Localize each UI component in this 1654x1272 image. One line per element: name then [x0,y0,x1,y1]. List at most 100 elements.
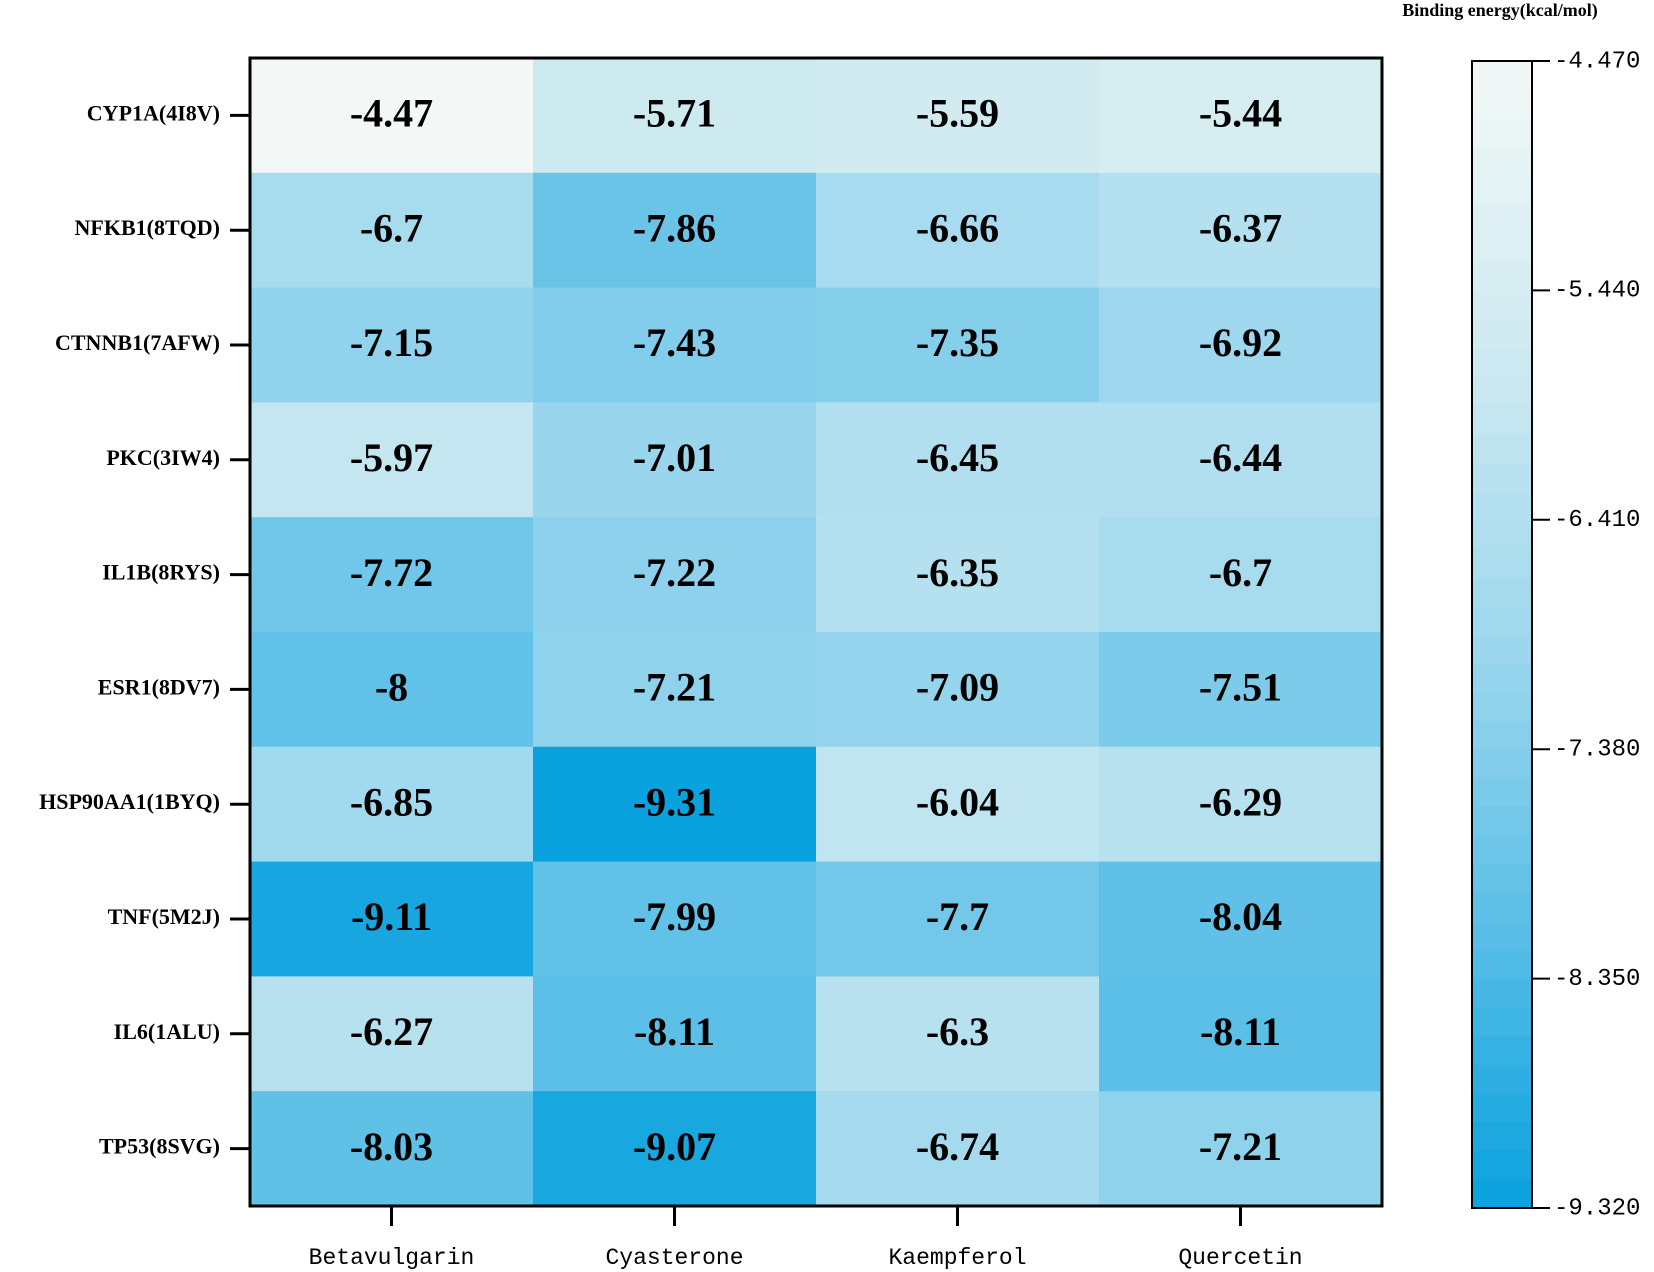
colorbar-step [1472,863,1532,894]
heatmap-cell [250,517,534,633]
colorbar-step [1472,1093,1532,1123]
colorbar-step [1472,577,1532,607]
heatmap-cell [533,402,817,518]
heatmap-cell [816,287,1100,403]
cell-value: -7.99 [633,894,716,939]
cell-value: -7.43 [633,320,716,365]
colorbar-tick-label: -8.350 [1554,966,1640,993]
heatmap-cell [816,172,1100,289]
cell-value: -8 [375,665,408,710]
colorbar-step [1472,233,1532,263]
colorbar-step [1472,663,1532,693]
row-label: CTNNB1(7AFW) [55,330,220,355]
row-label: CYP1A(4I8V) [87,100,220,125]
cell-value: -6.85 [350,779,433,824]
cell-value: -8.04 [1199,894,1282,939]
heatmap-cell [250,1091,534,1207]
colorbar-step [1472,978,1532,1008]
heatmap-cell [1099,517,1383,633]
heatmap-cell [250,172,534,289]
colorbar-step [1472,376,1532,406]
heatmap-cell [250,58,534,174]
colorbar-step [1472,147,1532,177]
cell-value: -6.44 [1199,435,1282,480]
colorbar-step [1472,806,1532,836]
colorbar-step [1472,605,1532,635]
colorbar-frame [1471,60,1533,1209]
colorbar-step [1472,519,1532,549]
cell-value: -6.04 [916,779,999,824]
cell-value: -7.01 [633,435,716,480]
colorbar-step [1472,347,1532,377]
heatmap-cell [533,746,817,863]
row-label: ESR1(8DV7) [98,674,220,699]
cell-value: -8.11 [634,1009,715,1054]
heatmap-cell [533,287,817,403]
cell-value: -7.51 [1199,665,1282,710]
heatmap-cell [1099,1091,1383,1207]
cell-value: -6.37 [1199,205,1282,250]
heatmap-cell [1099,58,1383,174]
cell-value: -5.44 [1199,91,1282,136]
heatmap-cell [533,976,817,1092]
heatmap-cell [250,402,534,518]
colorbar-step [1472,204,1532,234]
colorbar-tick-label: -5.440 [1554,278,1640,305]
colorbar-tick-label: -7.380 [1554,737,1640,764]
colorbar-step [1472,261,1532,291]
heatmap-cell [250,861,534,977]
cell-value: -7.09 [916,665,999,710]
row-label: TP53(8SVG) [99,1134,220,1159]
cell-value: -6.74 [916,1124,999,1169]
cell-value: -8.11 [1200,1009,1281,1054]
heatmap-cell [533,58,817,174]
heatmap-cell [250,746,534,863]
colorbar-step [1472,777,1532,808]
colorbar-tick-label: -6.410 [1554,507,1640,534]
colorbar-step [1472,1007,1532,1037]
colorbar-step [1472,892,1532,922]
colorbar-step [1472,921,1532,951]
heatmap-cell [250,632,534,748]
colorbar-step [1472,1179,1532,1209]
colorbar-step [1472,835,1532,865]
heatmap-cell [816,517,1100,633]
cell-value: -7.21 [633,665,716,710]
colorbar-step [1472,1064,1532,1094]
cell-value: -8.03 [350,1124,433,1169]
column-label: Kaempferol [888,1245,1026,1271]
cell-value: -7.86 [633,205,716,250]
cell-value: -6.7 [1209,550,1272,595]
colorbar-step [1472,949,1532,980]
colorbar-step [1472,89,1532,119]
colorbar-step [1472,491,1532,521]
colorbar-step [1472,433,1532,463]
heatmap-cell [533,632,817,748]
row-label: IL1B(8RYS) [102,560,220,585]
colorbar-step [1472,691,1532,722]
row-label: HSP90AA1(1BYQ) [39,789,220,814]
colorbar-step [1472,634,1532,664]
colorbar-step [1472,749,1532,779]
colorbar-step [1472,548,1532,578]
cell-value: -5.71 [633,91,716,136]
cell-value: -7.22 [633,550,716,595]
cell-value: -6.3 [926,1009,989,1054]
row-label: IL6(1ALU) [114,1019,220,1044]
colorbar-tick-label: -9.320 [1554,1195,1640,1222]
heatmap-cell [816,58,1100,174]
cell-value: -9.07 [633,1124,716,1169]
heatmap-cell [533,172,817,289]
cell-value: -6.7 [360,205,423,250]
cell-value: -6.27 [350,1009,433,1054]
colorbar-step [1472,1150,1532,1180]
cell-value: -7.35 [916,320,999,365]
cell-value: -6.29 [1199,779,1282,824]
cell-value: -6.45 [916,435,999,480]
cell-value: -7.72 [350,550,433,595]
heatmap-cell [816,746,1100,863]
heatmap-cell [533,861,817,977]
cell-value: -7.7 [926,894,989,939]
heatmap-cell [250,976,534,1092]
cell-value: -6.92 [1199,320,1282,365]
